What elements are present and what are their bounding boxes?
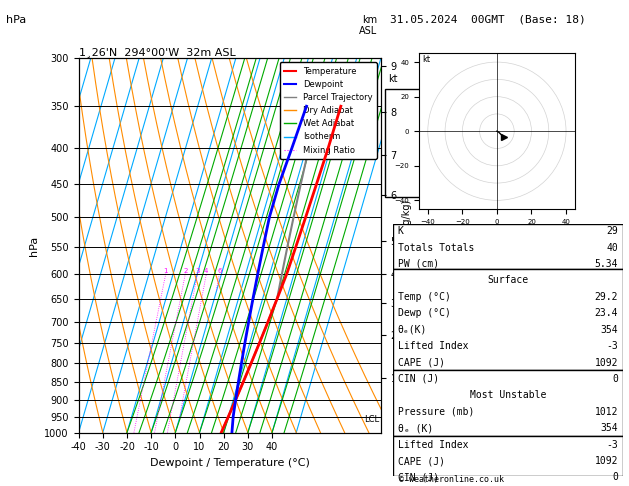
Y-axis label: hPa: hPa bbox=[29, 235, 39, 256]
Bar bbox=[393, 436, 623, 476]
Text: kt: kt bbox=[389, 74, 398, 84]
Text: km
ASL: km ASL bbox=[359, 15, 377, 36]
Text: 0: 0 bbox=[612, 472, 618, 483]
Text: 1: 1 bbox=[164, 268, 168, 274]
Text: kt: kt bbox=[423, 55, 431, 64]
Text: 6: 6 bbox=[217, 268, 221, 274]
Text: 31.05.2024  00GMT  (Base: 18): 31.05.2024 00GMT (Base: 18) bbox=[390, 15, 586, 25]
Text: Lifted Index: Lifted Index bbox=[398, 341, 468, 351]
Text: Surface: Surface bbox=[487, 276, 528, 285]
Text: θₑ(K): θₑ(K) bbox=[398, 325, 427, 335]
Text: 29: 29 bbox=[606, 226, 618, 236]
Text: Temp (°C): Temp (°C) bbox=[398, 292, 450, 302]
Text: 354: 354 bbox=[601, 325, 618, 335]
Text: 40: 40 bbox=[606, 243, 618, 253]
Text: 23.4: 23.4 bbox=[594, 308, 618, 318]
Text: Most Unstable: Most Unstable bbox=[470, 390, 546, 400]
Text: CAPE (J): CAPE (J) bbox=[398, 358, 445, 367]
Text: θₑ (K): θₑ (K) bbox=[398, 423, 433, 433]
Text: © weatheronline.co.uk: © weatheronline.co.uk bbox=[399, 474, 504, 484]
Text: Totals Totals: Totals Totals bbox=[398, 243, 474, 253]
Text: 354: 354 bbox=[601, 423, 618, 433]
Text: Pressure (mb): Pressure (mb) bbox=[398, 407, 474, 417]
Bar bbox=[385, 89, 524, 197]
Text: -3: -3 bbox=[606, 440, 618, 450]
Text: 4: 4 bbox=[204, 268, 209, 274]
Text: K: K bbox=[398, 226, 404, 236]
Bar bbox=[393, 269, 623, 370]
Text: Dewp (°C): Dewp (°C) bbox=[398, 308, 450, 318]
Y-axis label: Mixing Ratio (g/kg): Mixing Ratio (g/kg) bbox=[403, 199, 413, 292]
Text: CIN (J): CIN (J) bbox=[398, 472, 439, 483]
Text: hPa: hPa bbox=[6, 15, 26, 25]
Bar bbox=[393, 370, 623, 436]
Text: 1012: 1012 bbox=[594, 407, 618, 417]
Text: 1092: 1092 bbox=[594, 456, 618, 466]
Text: 3: 3 bbox=[195, 268, 200, 274]
Text: 1¸26'N  294°00'W  32m ASL: 1¸26'N 294°00'W 32m ASL bbox=[79, 48, 235, 57]
Text: 0: 0 bbox=[612, 374, 618, 384]
Text: 5.34: 5.34 bbox=[594, 259, 618, 269]
Text: CIN (J): CIN (J) bbox=[398, 374, 439, 384]
Bar bbox=[393, 224, 623, 269]
Text: PW (cm): PW (cm) bbox=[398, 259, 439, 269]
X-axis label: Dewpoint / Temperature (°C): Dewpoint / Temperature (°C) bbox=[150, 458, 309, 468]
Text: LCL: LCL bbox=[365, 416, 380, 424]
Text: 1092: 1092 bbox=[594, 358, 618, 367]
Text: CAPE (J): CAPE (J) bbox=[398, 456, 445, 466]
Text: 29.2: 29.2 bbox=[594, 292, 618, 302]
Text: -3: -3 bbox=[606, 341, 618, 351]
Text: 2: 2 bbox=[183, 268, 187, 274]
Legend: Temperature, Dewpoint, Parcel Trajectory, Dry Adiabat, Wet Adiabat, Isotherm, Mi: Temperature, Dewpoint, Parcel Trajectory… bbox=[279, 63, 377, 159]
Text: Lifted Index: Lifted Index bbox=[398, 440, 468, 450]
